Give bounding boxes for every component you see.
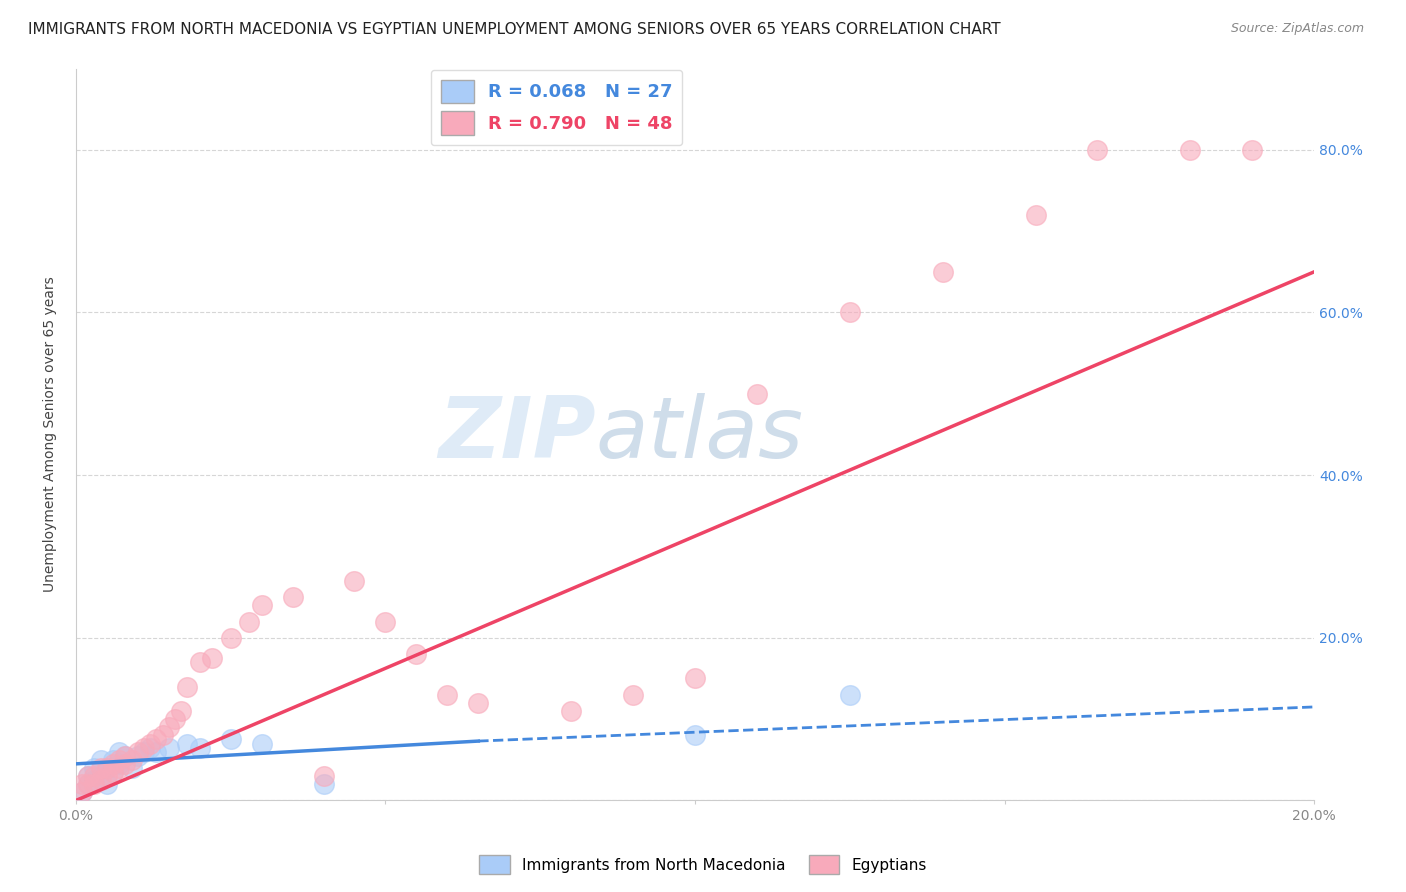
Point (132, 745, 155, 759)
Point (152, 728, 174, 742)
Point (108, 745, 131, 759)
Point (96, 761, 118, 775)
Point (745, 387, 768, 401)
Point (101, 753, 124, 767)
Point (108, 761, 131, 775)
Point (114, 756, 136, 771)
Legend: Immigrants from North Macedonia, Egyptians: Immigrants from North Macedonia, Egyptia… (474, 849, 932, 880)
Point (114, 748, 136, 763)
Point (77, 777, 100, 791)
Point (683, 672, 706, 686)
Point (77, 769, 100, 783)
Point (70, 777, 93, 791)
Text: Source: ZipAtlas.com: Source: ZipAtlas.com (1230, 22, 1364, 36)
Point (101, 764, 124, 779)
Point (405, 647, 427, 661)
Point (467, 696, 489, 710)
Text: IMMIGRANTS FROM NORTH MACEDONIA VS EGYPTIAN UNEMPLOYMENT AMONG SENIORS OVER 65 Y: IMMIGRANTS FROM NORTH MACEDONIA VS EGYPT… (28, 22, 1001, 37)
Point (560, 704, 582, 718)
Point (163, 712, 186, 726)
Point (70, 785, 93, 799)
Point (108, 756, 131, 771)
Point (838, 305, 860, 319)
Point (77, 769, 100, 783)
Point (281, 590, 304, 604)
Point (96, 761, 118, 775)
Point (838, 688, 860, 702)
Point (219, 631, 242, 645)
Point (96, 769, 118, 783)
Point (77, 777, 100, 791)
Point (83, 777, 105, 791)
Point (188, 655, 211, 669)
Point (931, 265, 953, 279)
Text: atlas: atlas (596, 393, 804, 476)
Point (621, 688, 644, 702)
Point (343, 574, 366, 588)
Point (238, 615, 260, 629)
Point (250, 737, 273, 751)
Point (127, 748, 149, 763)
Point (201, 651, 224, 665)
Point (157, 740, 180, 755)
Point (219, 732, 242, 747)
Point (101, 756, 124, 771)
Point (121, 753, 143, 767)
Point (90, 761, 112, 775)
Point (312, 777, 335, 791)
Point (1180, 143, 1202, 157)
Point (70, 785, 93, 799)
Point (188, 740, 211, 755)
Point (145, 745, 167, 759)
Point (1025, 208, 1047, 222)
Point (114, 748, 136, 763)
Point (139, 740, 162, 755)
Point (121, 761, 143, 775)
Point (176, 737, 198, 751)
Point (139, 737, 162, 751)
Point (83, 769, 105, 783)
Point (683, 728, 706, 742)
Point (90, 773, 112, 788)
Point (83, 773, 105, 788)
Point (132, 740, 155, 755)
Point (436, 688, 458, 702)
Point (96, 777, 118, 791)
Point (157, 720, 180, 734)
Point (90, 753, 112, 767)
Point (312, 769, 335, 783)
Point (83, 761, 105, 775)
Text: ZIP: ZIP (439, 393, 596, 476)
Point (250, 599, 273, 613)
Point (374, 615, 396, 629)
Point (101, 764, 124, 779)
Point (170, 704, 193, 718)
Point (90, 769, 112, 783)
Point (1087, 143, 1109, 157)
Point (145, 732, 167, 747)
Legend: R = 0.068   N = 27, R = 0.790   N = 48: R = 0.068 N = 27, R = 0.790 N = 48 (430, 70, 682, 145)
Point (176, 680, 198, 694)
Point (127, 745, 149, 759)
Point (108, 753, 131, 767)
Point (1241, 143, 1264, 157)
Y-axis label: Unemployment Among Seniors over 65 years: Unemployment Among Seniors over 65 years (44, 277, 58, 592)
